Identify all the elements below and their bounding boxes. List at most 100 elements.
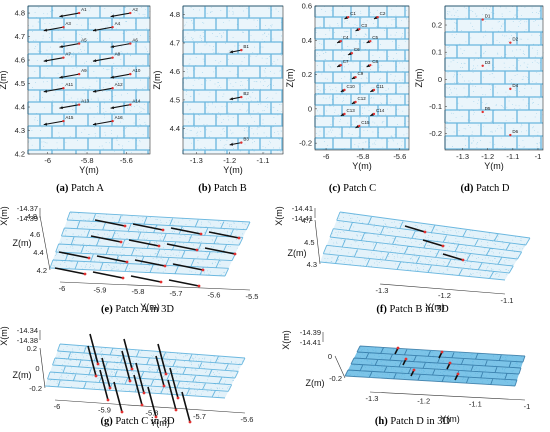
- sample-point-marker: [176, 396, 180, 400]
- chart-patch-a-3d: -6 -5.9 -5.8 -5.7 -5.6 -5.5 4.2 4.4 4.6 4.8-14.37…: [0, 204, 258, 312]
- sample-point-marker: [162, 384, 166, 388]
- arrowhead: [370, 113, 374, 116]
- arrowhead: [43, 59, 48, 63]
- sample-point-label: A9: [81, 68, 87, 73]
- y-tick-label: 4.2: [15, 150, 25, 159]
- sample-point-marker: [163, 264, 167, 268]
- sample-point-marker: [448, 361, 452, 365]
- y-axis-label: Z(m): [152, 71, 162, 90]
- plot-frame: [314, 5, 410, 151]
- y-axis-label: Z(m): [285, 69, 295, 88]
- z-tick-label: 4.4: [33, 248, 43, 257]
- caption-b: (b) Patch B: [198, 183, 247, 194]
- normal-vector-arrow: [99, 369, 109, 401]
- sample-point-label: C14: [376, 108, 385, 113]
- sample-point-marker: [372, 112, 376, 116]
- sample-point-marker: [62, 56, 65, 59]
- sample-point-marker: [62, 87, 65, 90]
- arrowhead: [110, 106, 115, 110]
- x-axis-label: Y(m): [79, 165, 99, 175]
- normal-vector-arrow: [169, 367, 179, 399]
- panel-b: -1.3 -1.2 -1.1 4.4 4.5 4.6 4.7 4.8 Y(m) Z(m) B1 B2 B…: [150, 0, 290, 200]
- arrowhead: [229, 142, 234, 146]
- normal-vector-arrow: [121, 350, 131, 382]
- arrowhead: [344, 16, 348, 19]
- z-axis-label: Z(m): [13, 370, 32, 380]
- sample-point-marker: [94, 374, 98, 378]
- sample-point-label: A10: [132, 68, 141, 73]
- x-tick-label: -14.41: [292, 204, 313, 213]
- normal-vector-arrow: [170, 227, 202, 235]
- x-tick-label: -14.38: [17, 336, 38, 345]
- point-cloud-speckle: [346, 346, 524, 386]
- arrowhead: [370, 89, 374, 92]
- y-tick-label: 4.5: [170, 95, 180, 104]
- sample-point-marker: [354, 100, 357, 104]
- arrowhead: [229, 97, 234, 101]
- z-tick-label: 4.5: [304, 238, 314, 247]
- y-tick-label: 4.4: [15, 103, 25, 112]
- sample-point-label: D5: [485, 106, 491, 111]
- sample-point-marker: [62, 25, 65, 29]
- x-tick-label: -1: [535, 152, 542, 161]
- caption-h: (h) Patch D in 3D: [374, 416, 451, 427]
- normal-vector-arrow: [89, 333, 99, 365]
- normal-vector-arrow: [110, 43, 131, 48]
- z-axis-line: [334, 355, 346, 379]
- sample-point-marker: [197, 284, 201, 288]
- sample-point-marker: [372, 88, 376, 92]
- sample-point-marker: [62, 119, 65, 123]
- sample-point-marker: [174, 408, 178, 412]
- y-axis-label: Y(m): [150, 418, 170, 428]
- caption-c: (c) Patch C: [328, 183, 377, 194]
- arrowhead: [337, 64, 341, 67]
- sample-point-label: A4: [115, 21, 121, 26]
- y-axis-label: Y(m): [425, 302, 445, 312]
- sample-point-marker: [142, 391, 146, 395]
- arrowhead: [355, 28, 360, 31]
- sample-point-label: A16: [115, 115, 124, 120]
- sample-point-label: A6: [132, 38, 138, 43]
- arrowhead: [348, 52, 352, 55]
- sample-point-marker: [240, 141, 243, 144]
- z-tick-label: 0: [35, 364, 39, 373]
- normal-vector-arrow: [101, 357, 111, 389]
- arrowhead: [337, 40, 341, 43]
- x-tick-label: -5.6: [120, 156, 133, 165]
- y-tick-label: 0.6: [302, 2, 312, 11]
- sample-point-label: B3: [243, 137, 249, 142]
- sample-point-marker: [159, 280, 163, 284]
- y-tick-label: -5.8: [146, 409, 159, 418]
- arrowhead: [373, 16, 378, 19]
- point-cloud: [444, 5, 544, 151]
- normal-vector-arrow: [59, 43, 80, 48]
- sample-point-label: A11: [65, 82, 73, 87]
- panel-a: -6 -5.8 -5.6 4.2 4.3 4.4 4.5 4.6 4.7 4.8 Y(m) Z(m) A…: [0, 0, 160, 200]
- x-tick-label: -1.1: [257, 156, 270, 165]
- sample-point-label: C4: [343, 35, 349, 40]
- sample-point-label: C10: [346, 84, 355, 89]
- sample-point-marker: [77, 72, 81, 76]
- sample-point-label: C2: [380, 11, 386, 16]
- z-tick-label: -0.2: [29, 384, 42, 393]
- chart-patch-b: -1.3 -1.2 -1.1 4.4 4.5 4.6 4.7 4.8 Y(m) Z(m) B1 B2 B…: [152, 5, 284, 175]
- sample-point-marker: [199, 232, 203, 236]
- y-tick-label: 0.2: [302, 70, 312, 79]
- point-cloud-fill: [28, 6, 150, 154]
- z-tick-label: 0.2: [27, 344, 37, 353]
- arrowhead: [92, 89, 97, 93]
- normal-vector-arrow: [168, 279, 200, 287]
- normal-vector-arrow: [172, 263, 204, 271]
- y-tick-label: 0: [308, 104, 312, 113]
- y-tick-label: -1.2: [417, 397, 430, 406]
- z-tick-label: 4.8: [27, 212, 37, 221]
- y-tick-label: 0.1: [432, 48, 442, 57]
- sample-point-label: C13: [346, 108, 355, 113]
- y-tick-label: -1.1: [501, 296, 514, 305]
- x-tick-label: -1.3: [190, 156, 203, 165]
- normal-vector-arrow: [59, 73, 80, 79]
- sample-point-marker: [111, 87, 114, 90]
- sample-point-label: C12: [358, 96, 367, 101]
- panel-d: -1.3 -1.2 -1.1 -1 -0.2 -0.1 0 0.1 0.2 Y(m) Z(m) D1 D…: [414, 0, 550, 200]
- arrowhead: [340, 113, 345, 116]
